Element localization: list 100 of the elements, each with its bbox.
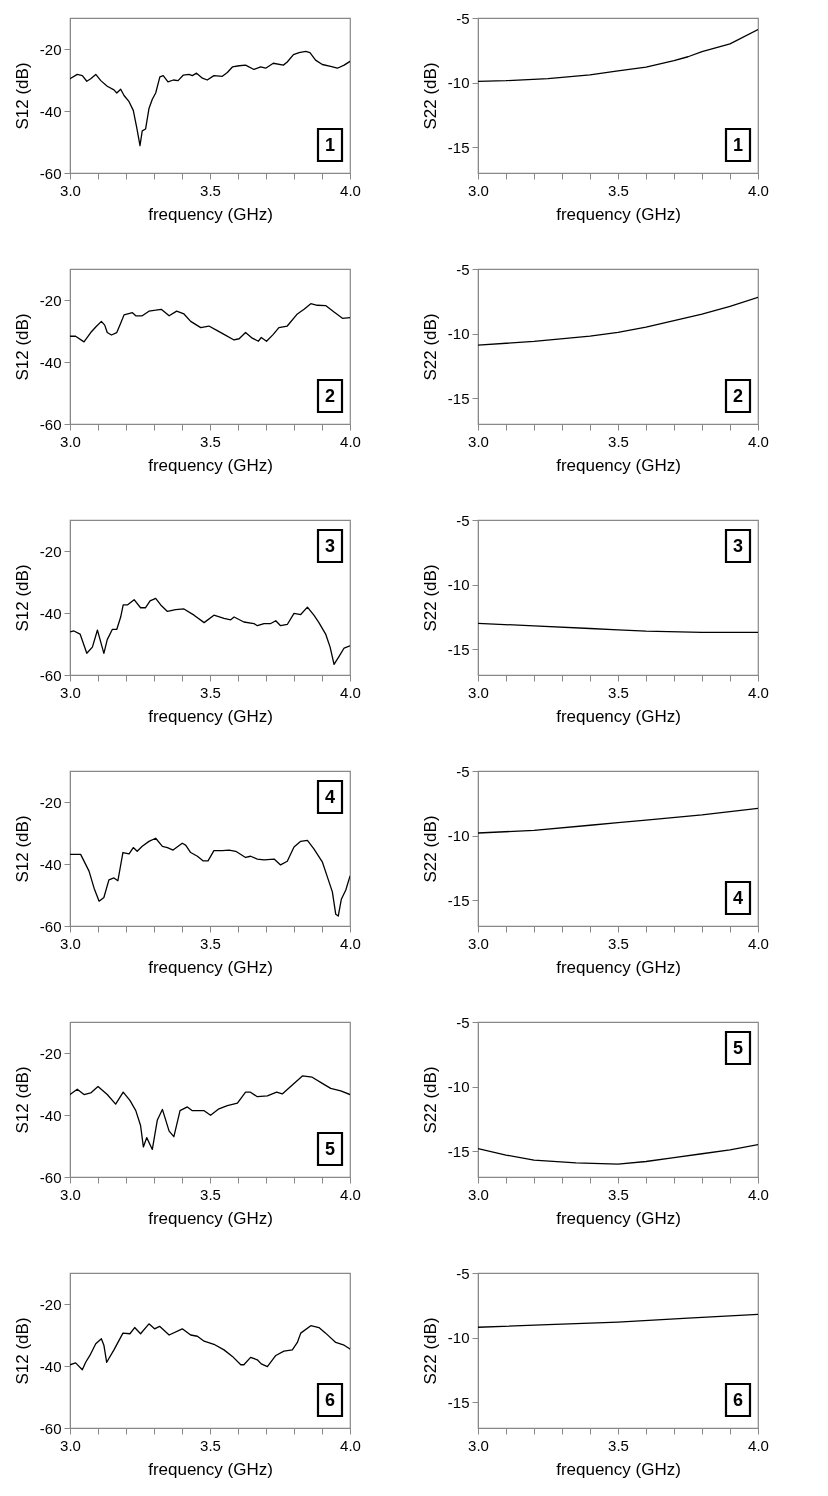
y-axis-title: S12 (dB) <box>12 62 32 130</box>
x-axis-title: frequency (GHz) <box>148 455 273 475</box>
y-tick-label: -5 <box>456 260 470 278</box>
line-series <box>70 1323 350 1371</box>
x-axis-title: frequency (GHz) <box>148 204 273 224</box>
x-tick-label: 3.0 <box>468 683 489 701</box>
x-tick-label: 4.0 <box>340 181 361 199</box>
y-tick-label: -60 <box>39 1419 62 1437</box>
x-axis-title: frequency (GHz) <box>556 1459 681 1479</box>
x-axis-title: frequency (GHz) <box>556 204 681 224</box>
line-series <box>478 807 758 834</box>
y-axis-title: S12 (dB) <box>12 313 32 381</box>
y-tick-label: -15 <box>447 640 470 658</box>
x-tick-label: 3.5 <box>200 934 221 952</box>
y-axis-title: S22 (dB) <box>420 815 440 883</box>
y-tick-label: -40 <box>39 102 62 120</box>
x-axis-title: frequency (GHz) <box>556 1208 681 1228</box>
line-series <box>478 1144 758 1165</box>
y-tick-label: -10 <box>447 1329 470 1347</box>
y-tick-label: -20 <box>39 40 62 58</box>
y-tick-label: -15 <box>447 1393 470 1411</box>
x-tick-label: 4.0 <box>748 934 769 952</box>
annotation: 1 <box>324 135 336 155</box>
line-series <box>478 622 758 634</box>
annotation: 5 <box>324 1139 336 1159</box>
x-tick-label: 3.0 <box>468 934 489 952</box>
line-series <box>70 597 350 666</box>
x-tick-label: 4.0 <box>340 432 361 450</box>
line-series <box>70 303 350 343</box>
y-tick-label: -5 <box>456 762 470 780</box>
annotation: 2 <box>324 386 336 406</box>
y-tick-label: -40 <box>39 604 62 622</box>
x-tick-label: 4.0 <box>748 1185 769 1203</box>
x-tick-label: 4.0 <box>340 1185 361 1203</box>
y-axis-title: S12 (dB) <box>12 564 32 632</box>
y-axis-title: S22 (dB) <box>420 564 440 632</box>
y-tick-label: -20 <box>39 542 62 560</box>
x-axis-title: frequency (GHz) <box>148 1208 273 1228</box>
annotation: 6 <box>324 1390 336 1410</box>
x-tick-label: 3.0 <box>60 1436 81 1454</box>
annotation: 3 <box>324 536 336 556</box>
y-tick-label: -20 <box>39 1044 62 1062</box>
y-tick-label: -10 <box>447 576 470 594</box>
x-tick-label: 3.0 <box>60 934 81 952</box>
annotation: 1 <box>732 135 744 155</box>
y-tick-label: -10 <box>447 325 470 343</box>
y-tick-label: -10 <box>447 827 470 845</box>
y-tick-label: -10 <box>447 74 470 92</box>
line-series <box>478 1313 758 1328</box>
y-tick-label: -60 <box>39 415 62 433</box>
y-axis-title: S12 (dB) <box>12 1317 32 1385</box>
annotation: 4 <box>324 787 336 807</box>
x-tick-label: 3.5 <box>608 432 629 450</box>
y-tick-label: -60 <box>39 164 62 182</box>
x-tick-label: 4.0 <box>340 1436 361 1454</box>
annotation: 4 <box>732 888 744 908</box>
y-tick-label: -5 <box>456 1013 470 1031</box>
x-tick-label: 3.0 <box>60 1185 81 1203</box>
x-tick-label: 3.5 <box>200 432 221 450</box>
x-tick-label: 3.0 <box>60 181 81 199</box>
y-axis-title: S12 (dB) <box>12 1066 32 1134</box>
y-tick-label: -40 <box>39 353 62 371</box>
x-tick-label: 3.5 <box>608 1436 629 1454</box>
x-tick-label: 3.0 <box>468 1436 489 1454</box>
x-tick-label: 3.5 <box>608 934 629 952</box>
y-tick-label: -60 <box>39 917 62 935</box>
line-series <box>478 28 758 82</box>
line-series <box>478 296 758 346</box>
annotation: 5 <box>732 1038 744 1058</box>
y-tick-label: -60 <box>39 666 62 684</box>
annotation: 6 <box>732 1390 744 1410</box>
y-tick-label: -60 <box>39 1168 62 1186</box>
x-tick-label: 4.0 <box>340 934 361 952</box>
y-tick-label: -40 <box>39 1106 62 1124</box>
x-tick-label: 4.0 <box>748 1436 769 1454</box>
y-tick-label: -20 <box>39 1295 62 1313</box>
y-axis-title: S12 (dB) <box>12 815 32 883</box>
x-axis-title: frequency (GHz) <box>148 957 273 977</box>
annotation: 2 <box>732 386 744 406</box>
line-series <box>70 837 350 917</box>
y-tick-label: -15 <box>447 1142 470 1160</box>
y-tick-label: -40 <box>39 855 62 873</box>
x-tick-label: 3.0 <box>468 432 489 450</box>
x-tick-label: 3.5 <box>608 181 629 199</box>
y-tick-label: -20 <box>39 291 62 309</box>
y-tick-label: -40 <box>39 1357 62 1375</box>
x-axis-title: frequency (GHz) <box>148 706 273 726</box>
y-tick-label: -15 <box>447 138 470 156</box>
x-tick-label: 3.5 <box>200 1436 221 1454</box>
y-tick-label: -5 <box>456 511 470 529</box>
x-tick-label: 3.0 <box>468 181 489 199</box>
y-tick-label: -10 <box>447 1078 470 1096</box>
x-tick-label: 4.0 <box>748 683 769 701</box>
annotation: 3 <box>732 536 744 556</box>
x-tick-label: 3.0 <box>60 683 81 701</box>
y-tick-label: -5 <box>456 9 470 27</box>
x-axis-title: frequency (GHz) <box>556 957 681 977</box>
x-tick-label: 3.0 <box>60 432 81 450</box>
x-tick-label: 4.0 <box>340 683 361 701</box>
x-axis-title: frequency (GHz) <box>148 1459 273 1479</box>
